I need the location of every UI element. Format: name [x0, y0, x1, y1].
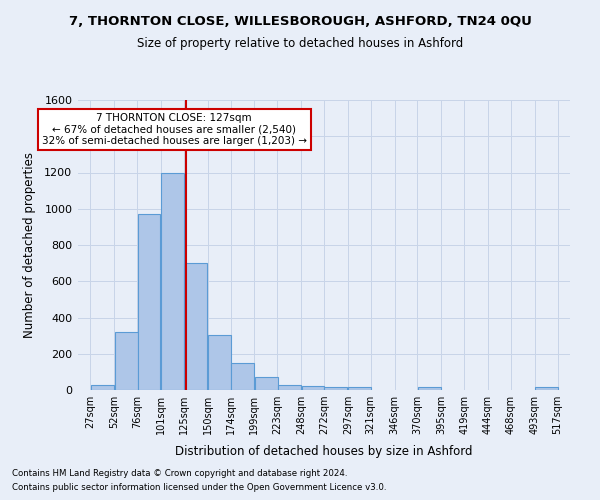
X-axis label: Distribution of detached houses by size in Ashford: Distribution of detached houses by size …: [175, 446, 473, 458]
Bar: [255, 378, 278, 390]
Bar: [302, 386, 325, 390]
Text: Size of property relative to detached houses in Ashford: Size of property relative to detached ho…: [137, 38, 463, 51]
Bar: [115, 332, 137, 390]
Bar: [137, 214, 160, 390]
Text: Contains public sector information licensed under the Open Government Licence v3: Contains public sector information licen…: [12, 484, 386, 492]
Text: Contains HM Land Registry data © Crown copyright and database right 2024.: Contains HM Land Registry data © Crown c…: [12, 468, 347, 477]
Bar: [325, 388, 347, 390]
Bar: [418, 388, 441, 390]
Bar: [231, 363, 254, 390]
Bar: [349, 388, 371, 390]
Bar: [278, 386, 301, 390]
Text: 7 THORNTON CLOSE: 127sqm
← 67% of detached houses are smaller (2,540)
32% of sem: 7 THORNTON CLOSE: 127sqm ← 67% of detach…: [42, 112, 307, 146]
Bar: [91, 384, 114, 390]
Bar: [161, 174, 184, 390]
Text: 7, THORNTON CLOSE, WILLESBOROUGH, ASHFORD, TN24 0QU: 7, THORNTON CLOSE, WILLESBOROUGH, ASHFOR…: [68, 15, 532, 28]
Bar: [535, 388, 558, 390]
Bar: [184, 263, 207, 390]
Y-axis label: Number of detached properties: Number of detached properties: [23, 152, 36, 338]
Bar: [208, 334, 231, 390]
